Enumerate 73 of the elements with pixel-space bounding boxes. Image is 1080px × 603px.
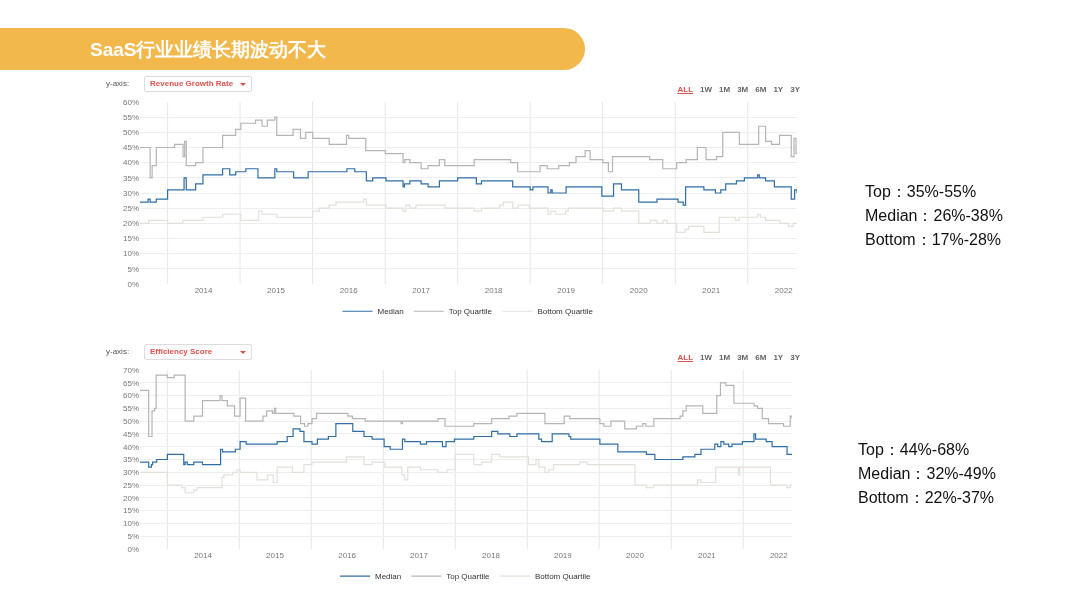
x-tick-label: 2020: [629, 286, 649, 295]
y-tick-label: 10%: [122, 519, 139, 529]
legend-label: Top Quartile: [448, 307, 493, 317]
text: 6M: [755, 85, 767, 94]
x-tick-label: 2016: [339, 286, 359, 295]
y-tick-label: 5%: [127, 532, 139, 542]
y-tick-label: 40%: [122, 158, 139, 168]
y-tick-label: 50%: [122, 128, 139, 138]
y-tick-label: 70%: [122, 365, 139, 375]
y-tick-label: 20%: [122, 493, 139, 503]
y-tick-label: 35%: [122, 173, 139, 183]
text: 1M: [719, 353, 731, 362]
text: 3M: [737, 353, 749, 362]
y-tick-label: 0%: [127, 279, 139, 289]
y-tick-label: 0%: [127, 544, 139, 554]
legend-label: Bottom Quartile: [534, 572, 592, 582]
x-tick-label: 2022: [769, 551, 789, 560]
x-tick-label: 2019: [553, 551, 573, 560]
text: y-axis:: [106, 347, 130, 356]
text: Top：35%-55% Median：26%-38% Bottom：17%-28%: [865, 182, 1003, 250]
y-tick-label: 45%: [122, 143, 139, 153]
text: ALL: [677, 85, 694, 94]
text: 1Y: [773, 85, 784, 94]
text: 6M: [755, 353, 767, 362]
text: ALL: [677, 353, 694, 362]
x-tick-label: 2017: [412, 286, 431, 295]
y-tick-label: 25%: [122, 480, 139, 490]
x-tick-label: 2015: [266, 551, 285, 560]
text: 1W: [700, 85, 713, 94]
y-tick-label: 10%: [122, 249, 139, 259]
x-tick-label: 2021: [697, 551, 717, 560]
text: 3M: [737, 85, 749, 94]
y-tick-label: 15%: [122, 506, 139, 516]
y-tick-label: 30%: [122, 188, 139, 198]
y-tick-label: 25%: [122, 203, 139, 213]
legend-label: Bottom Quartile: [537, 307, 594, 317]
text: 1W: [700, 353, 713, 362]
y-tick-label: 55%: [122, 112, 139, 122]
x-tick-label: 2014: [194, 286, 213, 295]
x-tick-label: 2015: [267, 286, 286, 295]
y-tick-label: 50%: [122, 416, 139, 426]
y-tick-label: 20%: [122, 219, 139, 229]
text: y-axis:: [106, 79, 130, 88]
chart-title: SaaS行业业绩长期波动不大: [90, 38, 327, 62]
legend-label: Median: [375, 572, 402, 582]
text: Top：44%-68% Median：32%-49% Bottom：22%-37%: [858, 440, 996, 508]
y-tick-label: 60%: [122, 391, 139, 401]
y-tick-label: 65%: [122, 378, 139, 388]
text: 1M: [719, 85, 731, 94]
y-tick-label: 55%: [122, 404, 139, 414]
text: 1Y: [773, 353, 784, 362]
x-tick-label: 2017: [410, 551, 429, 560]
text: 3Y: [790, 85, 800, 94]
y-tick-label: 60%: [122, 97, 139, 107]
y-tick-label: 5%: [127, 264, 139, 274]
x-tick-label: 2021: [702, 286, 721, 295]
x-tick-label: 2019: [557, 286, 576, 295]
x-tick-label: 2018: [484, 286, 504, 295]
y-tick-label: 45%: [122, 429, 139, 439]
y-tick-label: 15%: [122, 234, 139, 244]
x-tick-label: 2020: [626, 551, 645, 560]
y-tick-label: 40%: [122, 442, 139, 452]
x-tick-label: 2016: [338, 551, 357, 560]
legend-label: Median: [377, 307, 404, 317]
x-tick-label: 2022: [774, 286, 794, 295]
y-tick-label: 35%: [122, 455, 139, 465]
text: 3Y: [790, 353, 800, 362]
y-axis-title: Efficiency Score: [150, 347, 213, 356]
x-tick-label: 2018: [482, 551, 501, 560]
y-axis-title: Revenue Growth Rate: [150, 79, 234, 88]
y-tick-label: 30%: [122, 468, 139, 478]
x-tick-label: 2014: [194, 551, 213, 560]
legend-label: Top Quartile: [446, 572, 490, 582]
